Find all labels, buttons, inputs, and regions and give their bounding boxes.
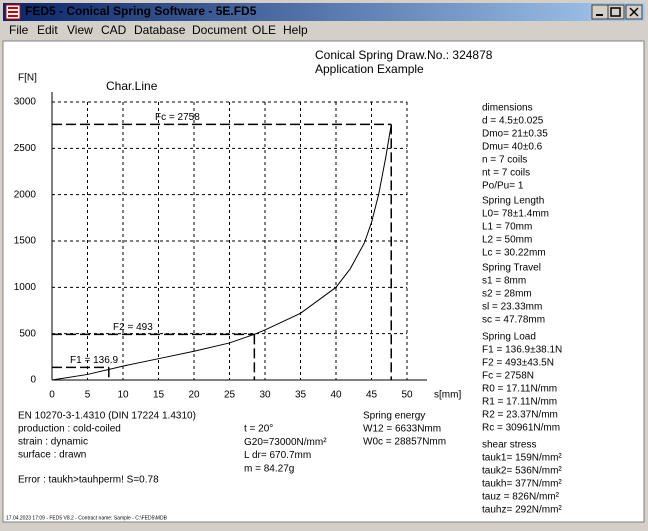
x-tick-label: 25	[224, 390, 236, 401]
spec-line: sl = 23.33mm	[482, 302, 542, 313]
y-tick-label: 2000	[14, 189, 37, 200]
header-line: Application Example	[315, 62, 424, 76]
spec-group-title: Spring Load	[482, 332, 536, 343]
characteristic-line	[51, 124, 392, 381]
x-tick-label: 10	[117, 390, 129, 401]
menu-item[interactable]: File	[9, 23, 29, 37]
menu-item[interactable]: OLE	[252, 23, 276, 37]
spec-line: sc = 47.78mm	[482, 315, 545, 326]
spec-line: Rc = 30961N/mm	[482, 423, 560, 434]
window-title: FED5 - Conical Spring Software - 5E.FD5	[25, 4, 257, 18]
menu-item[interactable]: CAD	[101, 23, 127, 37]
spec-line: Fc = 2758N	[482, 371, 534, 382]
spec-line: R0 = 17.11N/mm	[482, 384, 557, 395]
spec-line: nt = 7 coils	[482, 168, 530, 179]
error-message: Error : taukh>tauhperm! S=0.78	[18, 475, 159, 486]
spec-line: tauk1= 159N/mm²	[482, 453, 562, 464]
property-line: m = 84.27g	[244, 464, 294, 475]
menu-item[interactable]: Document	[192, 23, 247, 37]
spec-line: Dmu= 40±0.6	[482, 142, 543, 153]
spec-line: s1 = 8mm	[482, 276, 526, 287]
x-tick-label: 40	[330, 390, 342, 401]
spec-line: n = 7 coils	[482, 155, 527, 166]
marker-label: F1 = 136.9	[70, 355, 119, 366]
property-line: L dr= 670.7mm	[244, 450, 311, 461]
spec-line: tauz = 826N/mm²	[482, 492, 560, 503]
spec-line: tauhz= 292N/mm²	[482, 505, 562, 516]
x-tick-label: 35	[295, 390, 307, 401]
maximize-glyph	[610, 7, 621, 17]
x-tick-label: 45	[366, 390, 378, 401]
y-tick-label: 0	[30, 375, 36, 386]
y-axis-label: F[N]	[18, 73, 37, 84]
close-glyph	[629, 7, 639, 17]
spec-line: R2 = 23.37N/mm	[482, 410, 558, 421]
material-line: surface : drawn	[18, 450, 86, 461]
spec-line: Dmo= 21±0.35	[482, 129, 548, 140]
app-icon-glyph	[8, 7, 18, 17]
spec-line: L2 = 50mm	[482, 235, 532, 246]
y-tick-label: 2500	[14, 143, 37, 154]
footer: 17.04.2023 17:09 - FED5 V8.2 - Contract …	[6, 515, 168, 521]
spec-group-title: Spring Travel	[482, 263, 541, 274]
y-tick-label: 3000	[14, 97, 37, 108]
spec-line: R1 = 17.11N/mm	[482, 397, 557, 408]
x-tick-label: 15	[153, 390, 165, 401]
spec-line: F1 = 136.9±38.1N	[482, 345, 562, 356]
window-buttons	[591, 4, 643, 20]
energy-line: W0c = 28857Nmm	[363, 437, 446, 448]
energy-line: Spring energy	[363, 411, 425, 422]
spec-line: Po/Pu= 1	[482, 181, 524, 192]
spec-group-title: dimensions	[482, 103, 533, 114]
spec-line: Lc = 30.22mm	[482, 248, 546, 259]
material-line: EN 10270-3-1.4310 (DIN 17224 1.4310)	[18, 411, 196, 422]
energy-line: W12 = 6633Nmm	[363, 424, 441, 435]
property-line: t = 20°	[244, 424, 273, 435]
menu-item[interactable]: Help	[283, 23, 308, 37]
spec-line: tauk2= 536N/mm²	[482, 466, 562, 477]
x-tick-label: 30	[259, 390, 271, 401]
minimize-button[interactable]	[591, 4, 609, 20]
spec-line: d = 4.5±0.025	[482, 116, 544, 127]
menu-item[interactable]: Edit	[37, 23, 58, 37]
x-tick-label: 50	[401, 390, 413, 401]
title-bar	[3, 3, 645, 21]
property-line: G20=73000N/mm²	[244, 437, 327, 448]
menu-item[interactable]: View	[67, 23, 93, 37]
spec-line: F2 = 493±43.5N	[482, 358, 554, 369]
marker-label: Fc = 2758	[155, 112, 200, 123]
material-line: production : cold-coiled	[18, 424, 121, 435]
menu-bar: File Edit View CAD Database Document OLE Help	[9, 23, 308, 37]
chart-title: Char.Line	[106, 79, 158, 93]
header-line: Conical Spring Draw.No.: 324878	[315, 48, 493, 62]
content: Conical Spring Draw.No.: 324878Applicati…	[6, 48, 562, 521]
x-tick-label: 0	[49, 390, 55, 401]
spec-group-title: shear stress	[482, 440, 536, 451]
spec-line: L0= 78±1.4mm	[482, 209, 549, 220]
material-line: strain : dynamic	[18, 437, 88, 448]
y-tick-label: 1500	[14, 236, 37, 247]
y-tick-label: 1000	[14, 282, 37, 293]
marker-label: F2 = 493	[113, 322, 153, 333]
menu-item[interactable]: Database	[134, 23, 186, 37]
x-tick-label: 20	[188, 390, 200, 401]
spec-group-title: Spring Length	[482, 196, 544, 207]
x-tick-label: 5	[85, 390, 91, 401]
y-tick-label: 500	[19, 328, 36, 339]
client-area	[2, 40, 645, 523]
spec-line: L1 = 70mm	[482, 222, 532, 233]
spec-line: s2 = 28mm	[482, 289, 532, 300]
spec-line: taukh= 377N/mm²	[482, 479, 562, 490]
x-axis-label: s[mm]	[434, 390, 461, 401]
